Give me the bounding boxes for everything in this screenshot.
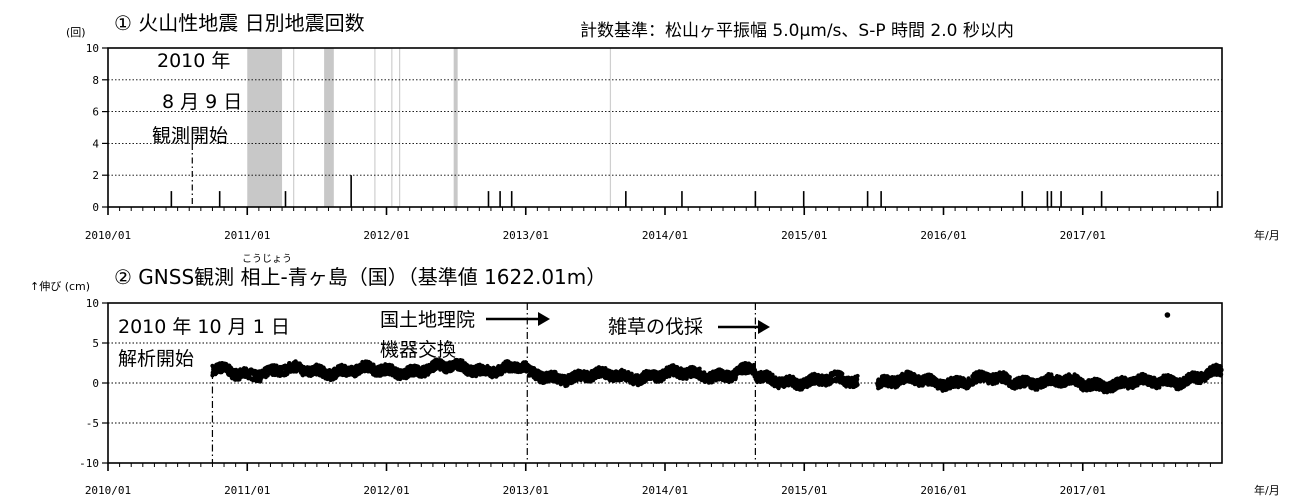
chart1-gridlines bbox=[108, 79, 1222, 176]
chart1-annotation-line3: 観測開始 bbox=[152, 125, 228, 147]
chart1-ylabel: (回) bbox=[66, 26, 86, 39]
y-tick-label: 8 bbox=[92, 74, 99, 87]
x-tick-label: 2014/01 bbox=[642, 229, 688, 242]
chart1-annotation-line2: 8 月 9 日 bbox=[162, 91, 242, 113]
chart1-annotation-start: 2010 年 8 月 9 日 観測開始 bbox=[152, 50, 242, 207]
chart1-bars bbox=[170, 175, 1219, 207]
x-tick-label: 2013/01 bbox=[503, 229, 549, 242]
y-tick-label: 10 bbox=[86, 42, 99, 55]
chart1-x-ticks: 2010/01 2011/01 2012/01 2013/01 2014/01 2015/… bbox=[85, 207, 1211, 242]
chart-1: (回) ① 火山性地震 日別地震回数 計数基準：松山ヶ平振幅 5.0μm/s、S… bbox=[66, 11, 1280, 242]
y-tick-label: 6 bbox=[92, 106, 99, 119]
chart1-title: ① 火山性地震 日別地震回数 bbox=[114, 11, 365, 35]
chart1-y-ticks: 0 2 4 6 8 10 bbox=[86, 42, 108, 214]
x-tick-label: 2012/01 bbox=[363, 229, 409, 242]
chart1-annotation-line1: 2010 年 bbox=[157, 50, 230, 72]
y-tick-label: 4 bbox=[92, 137, 99, 150]
chart2-title: ② GNSS観測 相上-青ヶ島（国）（基準値 1622.01m） bbox=[114, 265, 606, 289]
data-point bbox=[855, 373, 860, 379]
chart1-missing-data-bands bbox=[247, 48, 612, 207]
chart-2: ↑伸び (cm) こうじょう ② GNSS観測 相上-青ヶ島（国）（基準値 16… bbox=[30, 253, 1280, 497]
y-tick-label: 0 bbox=[92, 201, 99, 214]
chart2-ylabel: ↑伸び (cm) bbox=[30, 280, 90, 293]
x-tick-label: 2010/01 bbox=[85, 229, 131, 242]
missing-data-band bbox=[247, 48, 283, 207]
y-tick-label: 2 bbox=[92, 169, 99, 182]
missing-data-band bbox=[324, 48, 334, 207]
data-point bbox=[840, 371, 845, 376]
chart2-data-points bbox=[210, 312, 1224, 395]
x-tick-label: 2016/01 bbox=[920, 229, 966, 242]
x-tick-label: 2011/01 bbox=[224, 229, 270, 242]
data-point bbox=[855, 382, 860, 387]
chart1-xlabel: 年/月 bbox=[1254, 228, 1280, 242]
x-tick-label: 2017/01 bbox=[1060, 229, 1106, 242]
chart2-ruby: こうじょう bbox=[242, 253, 292, 265]
chart1-subtitle: 計数基準：松山ヶ平振幅 5.0μm/s、S-P 時間 2.0 秒以内 bbox=[580, 21, 1014, 41]
x-tick-label: 2015/01 bbox=[781, 229, 827, 242]
missing-data-band bbox=[453, 48, 458, 207]
